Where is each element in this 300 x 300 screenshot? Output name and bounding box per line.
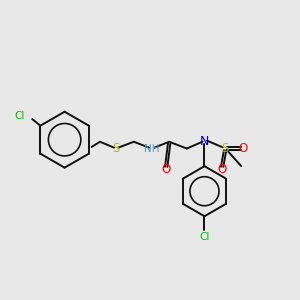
Text: Cl: Cl — [199, 232, 210, 242]
Text: O: O — [218, 163, 227, 176]
Text: NH: NH — [144, 143, 159, 154]
Text: N: N — [200, 135, 209, 148]
Text: Cl: Cl — [14, 111, 25, 121]
Text: O: O — [162, 163, 171, 176]
Text: O: O — [238, 142, 248, 155]
Text: S: S — [112, 142, 120, 155]
Text: S: S — [221, 142, 229, 155]
